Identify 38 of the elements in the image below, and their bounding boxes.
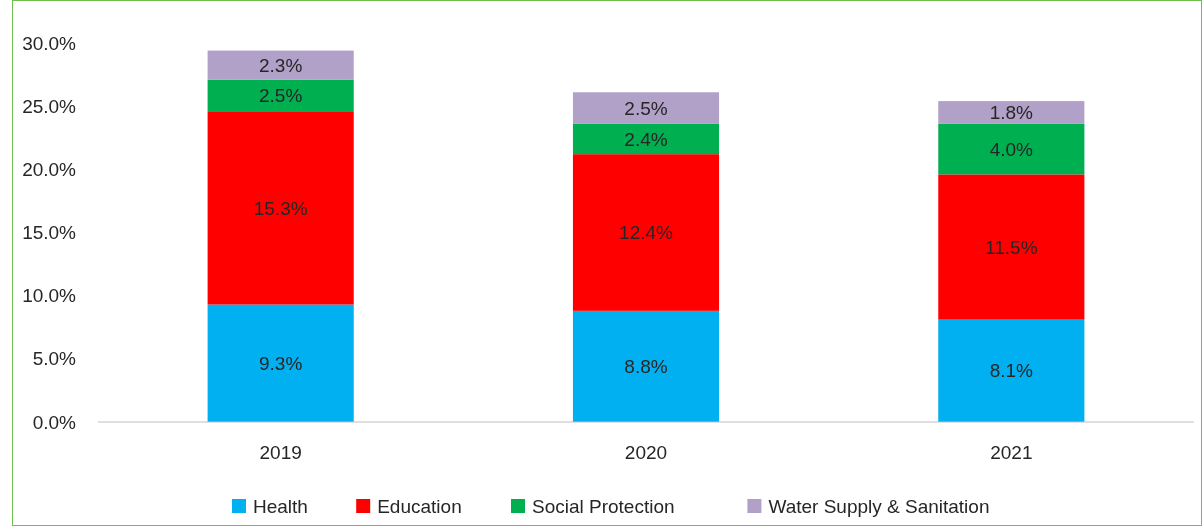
data-label: 12.4%: [619, 222, 674, 244]
bar: [938, 174, 1085, 320]
data-label: 2.3%: [259, 54, 303, 76]
data-label: 2.5%: [624, 97, 668, 119]
y-tick-label: 5.0%: [32, 348, 77, 370]
bar: [207, 111, 354, 305]
data-label: 4.0%: [989, 138, 1034, 160]
bar: [207, 79, 354, 112]
data-label: 2.4%: [624, 128, 668, 150]
y-tick-label: 0.0%: [32, 411, 77, 433]
bar: [572, 123, 720, 155]
data-label: 9.3%: [259, 352, 303, 374]
y-tick-label: 20.0%: [22, 158, 77, 180]
x-tick-label: 2021: [990, 441, 1033, 463]
x-tick-label: 2019: [259, 441, 302, 463]
y-tick-label: 25.0%: [22, 95, 77, 117]
data-label: 8.1%: [989, 360, 1034, 382]
y-tick-label: 15.0%: [22, 222, 77, 244]
bar: [938, 319, 1085, 422]
bar: [207, 304, 354, 422]
data-label: 15.3%: [253, 197, 308, 219]
y-tick-label: 30.0%: [22, 32, 77, 54]
data-label: 8.8%: [624, 356, 668, 378]
bar: [572, 310, 720, 422]
bar: [938, 123, 1085, 175]
bar: [572, 92, 720, 124]
legend-label: Water Supply & Sanitation: [768, 495, 990, 517]
legend-label: Education: [377, 495, 462, 517]
data-label: 1.8%: [989, 102, 1034, 124]
x-tick-label: 2020: [624, 441, 668, 463]
data-label: 11.5%: [985, 236, 1038, 258]
legend-label: Social Protection: [532, 495, 675, 517]
bar: [572, 154, 720, 311]
y-tick-label: 10.0%: [22, 285, 77, 307]
data-label: 2.5%: [259, 85, 303, 107]
bar: [938, 101, 1085, 124]
legend-label: Health: [253, 495, 308, 517]
bar: [207, 50, 354, 80]
